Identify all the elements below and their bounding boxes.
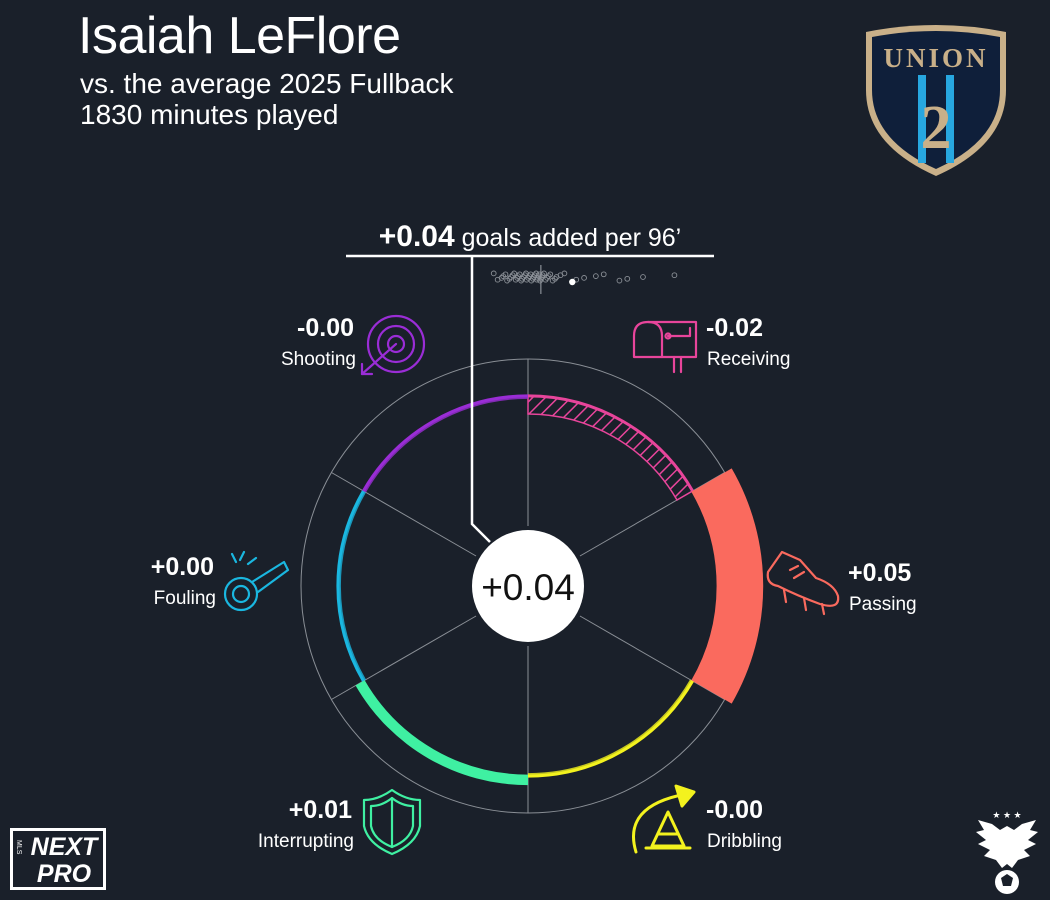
total-value-label: +0.04 — [379, 220, 455, 253]
whistle-icon — [223, 550, 290, 612]
distribution-dot — [552, 275, 558, 282]
league-logo-line1: NEXT — [31, 833, 100, 861]
sector-divider — [331, 615, 477, 700]
distribution-dot — [542, 276, 549, 283]
distribution-dot — [511, 270, 517, 277]
distribution-dot — [541, 270, 547, 277]
crest-number: 2 — [921, 94, 952, 162]
league-side-text: MLS — [15, 840, 22, 855]
distribution-strip — [490, 265, 678, 294]
distribution-dot — [616, 277, 623, 284]
chart-bars — [336, 394, 764, 786]
eagle-logo: ★ ★ ★ — [976, 810, 1038, 894]
union-2-crest-logo: UNION 2 — [866, 25, 1006, 176]
boot-icon — [766, 550, 840, 616]
total-header: +0.04 goals added per 96’ — [346, 220, 714, 258]
distribution-dot — [539, 272, 546, 279]
distribution-dot — [547, 271, 554, 278]
distribution-dot — [516, 271, 523, 278]
distribution-dot — [640, 274, 646, 280]
receiving-name-label: Receiving — [707, 349, 790, 370]
minutes-subtitle: 1830 minutes played — [80, 99, 339, 130]
shooting-value-label: -0.00 — [297, 314, 354, 342]
passing-value-label: +0.05 — [848, 559, 911, 587]
center-total-value: +0.04 — [481, 567, 575, 608]
dribbling-baseline — [527, 680, 694, 778]
distribution-dot — [593, 273, 599, 279]
distribution-dot — [561, 270, 568, 277]
distribution-dot — [545, 273, 552, 279]
fouling-bar — [338, 491, 366, 681]
pointer-line — [470, 256, 491, 543]
distribution-dot — [515, 273, 521, 279]
dribbling-bar — [527, 679, 692, 776]
svg-text:★ ★ ★: ★ ★ ★ — [992, 810, 1021, 820]
center-total-circle — [472, 530, 584, 642]
category-icons — [223, 314, 840, 856]
player-name-title: Isaiah LeFlore — [78, 7, 401, 65]
receiving-value-label: -0.02 — [706, 314, 763, 342]
sector-divider — [579, 472, 725, 557]
interrupting-baseline — [362, 680, 529, 778]
receiving-bar — [527, 395, 694, 501]
distribution-dot — [508, 274, 514, 280]
shooting-baseline — [362, 394, 529, 492]
passing-baseline — [691, 490, 720, 682]
total-pointer — [470, 256, 491, 543]
subtitle: vs. the average 2025 Fullback 1830 minut… — [80, 68, 454, 130]
target-icon — [360, 314, 426, 376]
dribbling-value-label: -0.00 — [706, 796, 763, 824]
fouling-name-label: Fouling — [154, 588, 216, 609]
distribution-dot — [544, 275, 550, 281]
dribbling-name-label: Dribbling — [707, 831, 782, 852]
shield-icon — [362, 788, 422, 856]
distribution-dot — [502, 271, 509, 278]
player-marker — [569, 278, 576, 286]
category-labels: -0.02 Receiving +0.05 Passing -0.00 Dribbling… — [151, 314, 917, 852]
league-logo-line2: PRO — [37, 860, 92, 888]
sector-divider — [331, 472, 477, 557]
distribution-dot — [509, 272, 516, 279]
distribution-dot — [490, 270, 497, 277]
comparison-subtitle: vs. the average 2025 Fullback — [80, 68, 454, 99]
distribution-dot — [581, 275, 587, 281]
crest-top-text: UNION — [883, 43, 988, 73]
cone-arrow-icon — [631, 784, 696, 854]
total-unit-label: goals added per 96’ — [455, 224, 682, 252]
shooting-name-label: Shooting — [281, 349, 356, 370]
interrupting-name-label: Interrupting — [258, 831, 354, 852]
shooting-bar — [364, 396, 529, 493]
distribution-dot — [506, 275, 513, 282]
fouling-baseline — [336, 490, 365, 682]
total-heading: +0.04 goals added per 96’ — [379, 220, 681, 253]
passing-bar — [692, 468, 764, 704]
fouling-value-label: +0.00 — [151, 553, 214, 581]
interrupting-value-label: +0.01 — [289, 796, 352, 824]
distribution-dot — [671, 272, 678, 279]
interrupting-bar — [355, 681, 528, 786]
mailbox-icon — [632, 320, 698, 374]
passing-name-label: Passing — [849, 594, 917, 615]
mls-next-pro-logo: MLS NEXT PRO — [10, 828, 106, 890]
distribution-dot — [498, 275, 505, 281]
distribution-dot — [624, 275, 631, 282]
distribution-dot — [600, 271, 607, 278]
